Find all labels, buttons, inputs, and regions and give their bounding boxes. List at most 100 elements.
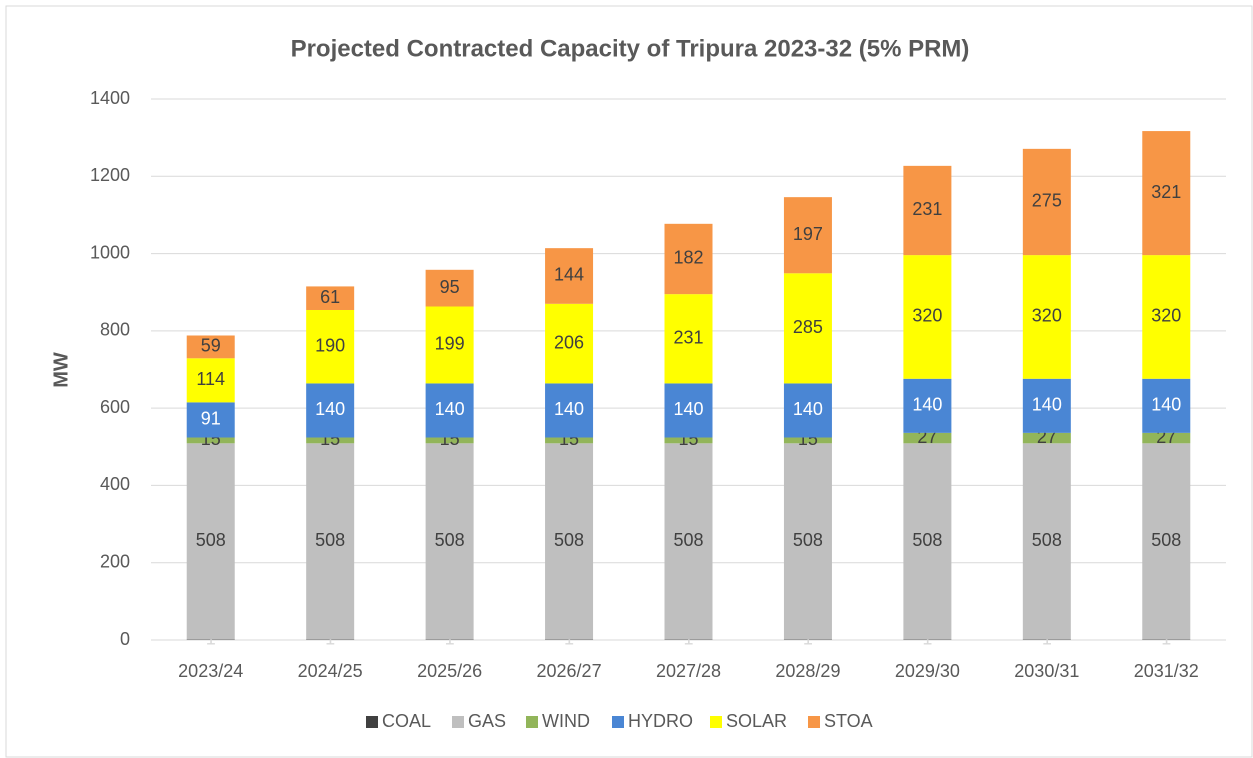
bar-segment — [1022, 443, 1071, 640]
bar-segment — [1022, 432, 1071, 444]
bar-segment — [1022, 148, 1071, 256]
bar-segment — [1022, 378, 1071, 433]
bar-segment — [186, 437, 235, 444]
bar-segment — [425, 443, 474, 640]
bar-segment — [306, 286, 355, 310]
y-tick-label: 400 — [100, 474, 130, 494]
data-label: 190 — [315, 335, 345, 355]
bar-segment — [664, 223, 713, 295]
bar-segment — [783, 383, 832, 438]
data-label: 140 — [1151, 395, 1181, 415]
bar-segment — [425, 383, 474, 438]
data-label: 321 — [1151, 182, 1181, 202]
data-label: 508 — [1032, 530, 1062, 550]
data-label: 140 — [435, 399, 465, 419]
data-label: 61 — [320, 287, 340, 307]
data-label: 199 — [435, 334, 465, 354]
data-label: 508 — [1151, 530, 1181, 550]
data-label: 140 — [554, 399, 584, 419]
data-label: 275 — [1032, 191, 1062, 211]
legend-swatch — [710, 716, 722, 728]
bar-segment — [186, 402, 235, 438]
data-label: 508 — [554, 530, 584, 550]
bar-segment — [664, 383, 713, 438]
bar-segment — [783, 197, 832, 274]
bar-segment — [783, 443, 832, 640]
data-label: 320 — [1151, 306, 1181, 326]
bar-segment — [545, 443, 594, 640]
bar-segment — [1142, 131, 1191, 256]
bar-segment — [545, 383, 594, 438]
data-label: 140 — [315, 399, 345, 419]
bar-segment — [306, 309, 355, 384]
bar-segment — [1022, 255, 1071, 379]
data-label: 114 — [196, 369, 225, 389]
bar-segment — [664, 437, 713, 444]
legend-label: STOA — [824, 711, 873, 731]
data-label: 140 — [912, 395, 942, 415]
bar-segment — [903, 378, 952, 433]
bar-segment — [1142, 378, 1191, 433]
legend-swatch — [452, 716, 464, 728]
legend-swatch — [366, 716, 378, 728]
bar-segment — [1142, 443, 1191, 640]
legend-swatch — [612, 716, 624, 728]
legend-label: COAL — [382, 711, 431, 731]
data-label: 59 — [201, 336, 221, 356]
data-label: 508 — [912, 530, 942, 550]
y-tick-label: 800 — [100, 320, 130, 340]
legend-label: GAS — [468, 711, 506, 731]
bar-segment — [903, 432, 952, 444]
data-label: 508 — [793, 530, 823, 550]
y-tick-label: 600 — [100, 397, 130, 417]
data-label: 206 — [554, 332, 584, 352]
data-label: 508 — [673, 530, 703, 550]
bar-segment — [903, 255, 952, 379]
y-axis-title: MW — [50, 352, 72, 388]
bar-segment — [306, 383, 355, 438]
y-tick-label: 1200 — [90, 165, 130, 185]
data-label: 140 — [793, 399, 823, 419]
legend-swatch — [808, 716, 820, 728]
bar-segment — [425, 269, 474, 307]
x-tick-label: 2024/25 — [298, 661, 363, 681]
bar-segment — [425, 306, 474, 384]
legend-swatch — [526, 716, 538, 728]
data-label: 320 — [1032, 306, 1062, 326]
data-label: 231 — [673, 328, 703, 348]
bar-segment — [545, 303, 594, 384]
bar-segment — [664, 443, 713, 640]
x-tick-label: 2023/24 — [178, 661, 243, 681]
bar-segment — [783, 273, 832, 384]
data-label: 231 — [912, 199, 942, 219]
data-label: 508 — [196, 530, 226, 550]
bar-segment — [903, 165, 952, 256]
bar-segment — [306, 437, 355, 444]
bar-segment — [186, 358, 235, 403]
y-tick-label: 1000 — [90, 242, 130, 262]
bar-segment — [903, 443, 952, 640]
chart-title: Projected Contracted Capacity of Tripura… — [291, 35, 970, 62]
data-label: 140 — [1032, 395, 1062, 415]
data-label: 197 — [793, 224, 823, 244]
data-label: 508 — [315, 530, 345, 550]
bar-segment — [545, 248, 594, 304]
x-tick-label: 2028/29 — [775, 661, 840, 681]
data-label: 140 — [673, 399, 703, 419]
bar-segment — [306, 443, 355, 640]
x-tick-label: 2025/26 — [417, 661, 482, 681]
data-label: 144 — [554, 265, 584, 285]
legend-label: SOLAR — [726, 711, 787, 731]
x-tick-label: 2031/32 — [1134, 661, 1199, 681]
bar-segment — [783, 437, 832, 444]
y-tick-label: 1400 — [90, 88, 130, 108]
x-tick-label: 2029/30 — [895, 661, 960, 681]
bar-segment — [186, 443, 235, 640]
y-tick-label: 0 — [120, 629, 130, 649]
bar-segment — [545, 437, 594, 444]
data-label: 320 — [912, 306, 942, 326]
data-label: 285 — [793, 317, 823, 337]
x-tick-label: 2026/27 — [537, 661, 602, 681]
data-label: 508 — [435, 530, 465, 550]
